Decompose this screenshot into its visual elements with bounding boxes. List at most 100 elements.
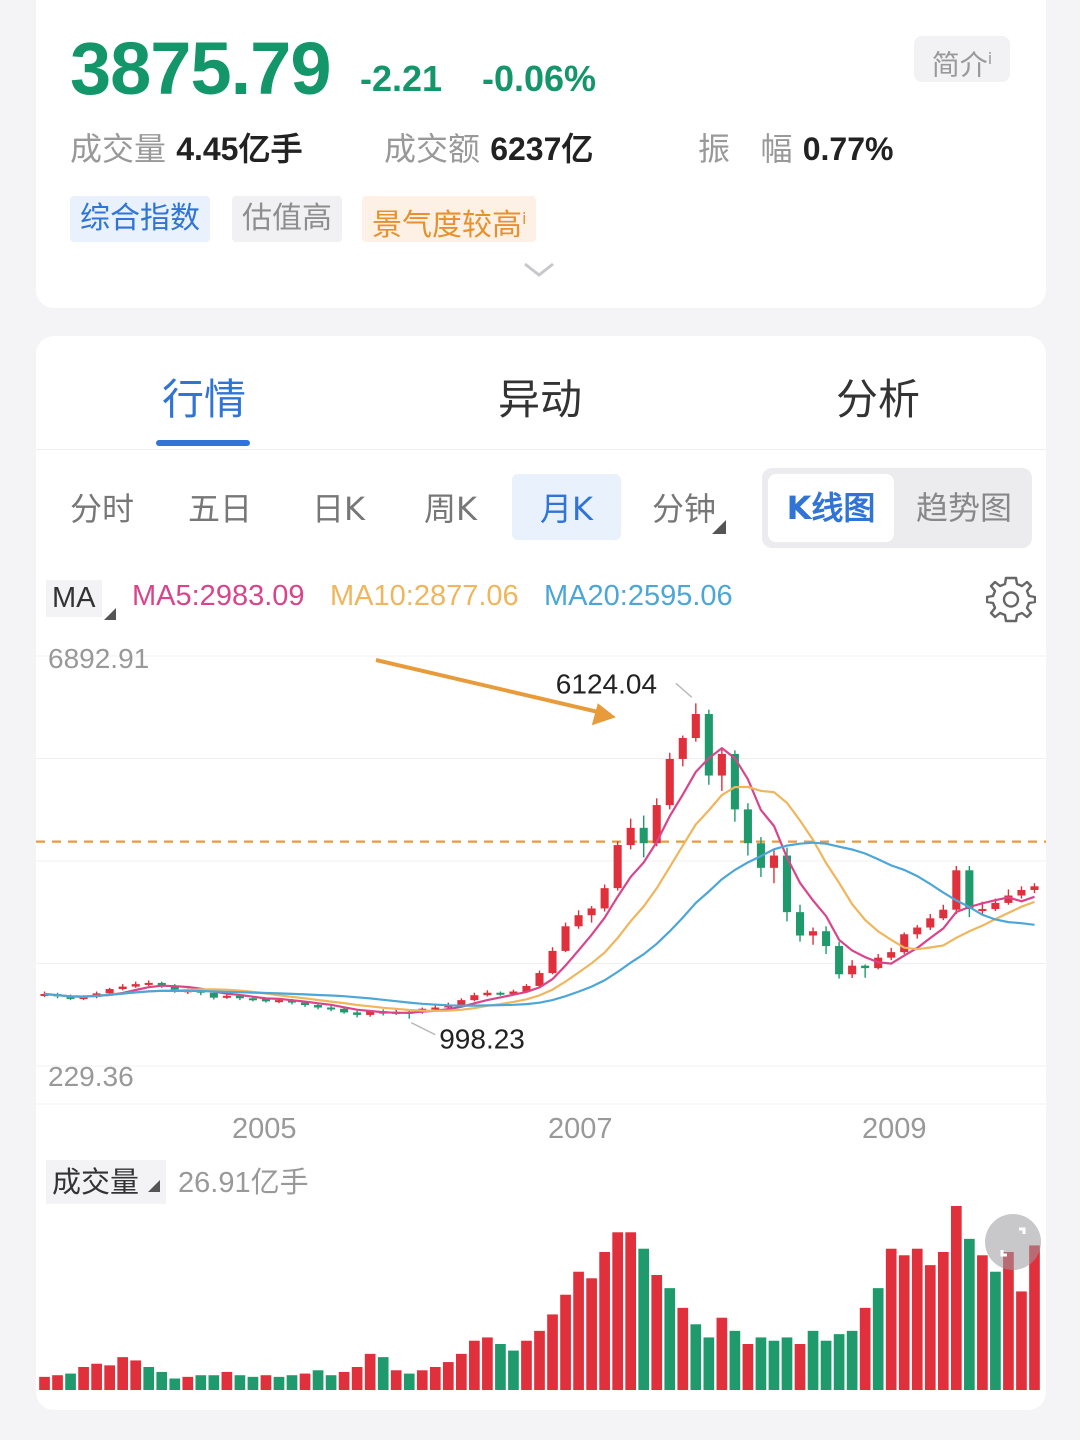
tag-high-prosperity[interactable]: 景气度较高i [362, 196, 537, 243]
candle [900, 934, 909, 953]
volume-bar [364, 1353, 376, 1390]
volume-bar [508, 1350, 519, 1390]
period-daily-k[interactable]: 日K [312, 490, 365, 528]
volume-bar [924, 1265, 936, 1390]
volume-bar [729, 1330, 741, 1390]
candle [835, 945, 844, 975]
volume-bar [182, 1376, 194, 1390]
volume-bar [807, 1330, 819, 1390]
volume-bar [586, 1278, 597, 1390]
period-five-day[interactable]: 五日 [188, 490, 253, 528]
x-axis-tick-label: 2005 [232, 1113, 297, 1145]
volume-bar [560, 1294, 571, 1390]
candle [66, 996, 75, 999]
period-monthly-k[interactable]: 月K [512, 474, 621, 540]
volume-bar [547, 1314, 558, 1390]
volume-bar [716, 1317, 728, 1390]
volume-bar [703, 1337, 715, 1390]
candle [822, 931, 831, 946]
tab-market[interactable]: 行情 [162, 375, 247, 424]
y-axis-min-label: 229.36 [48, 1061, 134, 1092]
candle [952, 870, 961, 910]
volume-bar [260, 1375, 272, 1390]
active-tab-indicator [156, 440, 250, 446]
period-weekly-k[interactable]: 周K [424, 490, 477, 528]
volume-bar [495, 1344, 506, 1390]
candle [848, 965, 857, 975]
dropdown-corner-icon [104, 608, 116, 620]
period-minute[interactable]: 分钟 [652, 490, 717, 528]
volume-bar [78, 1367, 89, 1390]
tag-composite-index[interactable]: 综合指数 [70, 196, 210, 242]
volume-value: 26.91亿手 [178, 1166, 309, 1199]
candle [457, 1000, 466, 1006]
volume-bar [221, 1371, 233, 1390]
volume-label: 成交量 [52, 1166, 139, 1199]
volume-bar [208, 1375, 220, 1390]
candle [626, 827, 635, 846]
index-price: 3875.79 [70, 27, 331, 110]
period-intraday[interactable]: 分时 [70, 490, 135, 528]
candle [509, 991, 518, 994]
volume-bar [521, 1340, 532, 1390]
tab-movements[interactable]: 异动 [498, 375, 583, 424]
candle [274, 1000, 284, 1003]
candle [861, 965, 870, 969]
candle [743, 809, 752, 844]
candle [209, 992, 218, 998]
fullscreen-button [985, 1214, 1041, 1270]
mode-trend[interactable]: 趋势图 [915, 489, 1012, 527]
candle [691, 714, 700, 739]
volume-bar [377, 1357, 389, 1390]
volume-bar [456, 1353, 467, 1390]
volume-bar [820, 1340, 832, 1390]
volume-bar [977, 1255, 988, 1390]
ma20-line [44, 841, 1035, 1007]
volume-value: 4.45亿手 [176, 131, 303, 167]
expand-icon [1019, 1227, 1026, 1234]
chart-mode-toggle: K线图 趋势图 [762, 468, 1032, 548]
info-icon: i [522, 209, 527, 228]
volume-bar [768, 1340, 780, 1390]
y-axis-max-label: 6892.91 [48, 643, 149, 674]
volume-bar [338, 1371, 350, 1390]
high-marker-leader [675, 682, 693, 698]
intro-button[interactable]: 简介i [914, 36, 1010, 82]
candle [79, 997, 88, 1000]
volume-bar [312, 1370, 324, 1390]
candle [652, 805, 661, 844]
candle [639, 827, 648, 844]
candle [287, 1000, 297, 1003]
chevron-down-icon[interactable] [522, 260, 556, 280]
volume-bar [872, 1288, 884, 1390]
tag-high-valuation[interactable]: 估值高 [232, 196, 342, 242]
amplitude-value: 0.77% [802, 131, 894, 167]
expand-icon [1000, 1250, 1007, 1257]
annotation-arrowhead [591, 703, 616, 726]
ma-selector[interactable]: MA [46, 580, 102, 617]
volume-bar [442, 1362, 454, 1390]
main-tabs: 行情 异动 分析 [36, 336, 1046, 450]
volume-bar [937, 1252, 949, 1390]
candle [717, 754, 726, 776]
volume-bar [130, 1360, 142, 1390]
volume-bar [169, 1378, 181, 1390]
volume-bar [39, 1376, 50, 1390]
candle [665, 758, 674, 806]
volume-bar [781, 1337, 793, 1390]
volume-bar [52, 1375, 63, 1390]
settings-gear-icon[interactable] [986, 574, 1036, 624]
ma20-value: MA20:2595.06 [544, 580, 733, 612]
volume-bar [612, 1232, 623, 1390]
kline-chart[interactable]: 6892.91 229.36 6124.04 998.23 2005 2007 2009 成交… [36, 626, 1046, 1410]
candle [809, 931, 818, 936]
volume-bar [677, 1307, 689, 1390]
volume-bar [325, 1375, 337, 1390]
volume-bar [742, 1344, 754, 1390]
candle [795, 912, 805, 936]
annotation-arrow [375, 658, 605, 716]
mode-kline[interactable]: K线图 [768, 474, 894, 542]
candle [548, 950, 557, 974]
volume-bar [91, 1363, 102, 1390]
tab-analysis[interactable]: 分析 [836, 375, 921, 424]
